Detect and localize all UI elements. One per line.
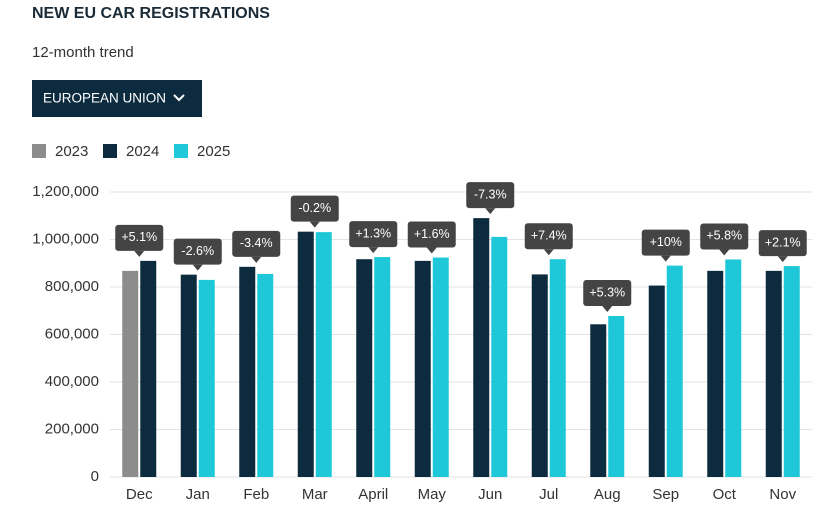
bar [432,257,449,477]
bar [783,266,800,477]
change-pointer [192,264,203,271]
bar [531,274,548,477]
change-label: +1.6% [414,227,450,241]
bar [297,231,314,477]
change-label: +2.1% [765,235,801,249]
legend-swatch [174,144,188,158]
y-tick-label: 200,000 [45,420,99,437]
change-bubble [641,229,690,256]
bar [590,324,607,477]
bar [257,273,274,477]
change-bubble [466,182,515,209]
x-tick-label: Feb [243,486,269,503]
y-tick-label: 800,000 [45,278,99,295]
change-bubble [115,224,164,251]
change-label: +5.3% [589,285,625,299]
bar [473,218,490,477]
x-tick-label: Jun [478,486,502,503]
change-pointer [134,250,145,257]
change-bubble [758,230,807,257]
change-pointer [719,249,730,256]
change-label: -7.3% [474,187,507,201]
bar [414,260,431,477]
change-label: +5.1% [121,230,157,244]
x-tick-label: Dec [126,486,153,503]
y-tick-label: 400,000 [45,373,99,390]
y-tick-label: 1,200,000 [32,183,99,200]
change-label: +7.4% [531,229,567,243]
change-bubble [583,279,632,306]
change-label: -2.6% [181,244,214,258]
chart-subtitle: 12-month trend [32,44,134,61]
bar [374,257,391,477]
bar [140,260,157,477]
change-pointer [251,256,262,263]
dropdown-box[interactable] [32,80,202,117]
dropdown-label[interactable]: EUROPEAN UNION [43,91,166,106]
bar [356,259,373,477]
y-tick-label: 0 [91,468,99,485]
legend-label: 2025 [197,143,230,160]
change-pointer [485,208,496,215]
bar [122,270,139,477]
y-tick-label: 600,000 [45,325,99,342]
x-tick-label: April [358,486,388,503]
x-tick-label: Jan [186,486,210,503]
bar [198,279,215,477]
x-tick-label: Oct [713,486,737,503]
change-pointer [777,256,788,263]
bar [725,259,742,477]
bar [765,270,782,477]
legend-swatch [103,144,117,158]
change-bubble [173,238,222,265]
legend-swatch [32,144,46,158]
y-tick-label: 1,000,000 [32,230,99,247]
x-tick-label: Mar [302,486,328,503]
change-bubble [700,223,749,250]
change-label: +5.8% [706,229,742,243]
change-pointer [660,255,671,262]
bar [707,270,724,477]
dropdown[interactable]: EUROPEAN UNION [32,80,202,117]
bar [239,266,256,477]
x-tick-label: Aug [594,486,621,503]
chevron[interactable] [173,94,185,102]
bar [491,236,508,477]
change-label: +10% [650,235,682,249]
legend-label: 2023 [55,143,88,160]
change-label: -3.4% [240,236,273,250]
bar [549,259,566,477]
change-pointer [309,221,320,228]
x-tick-label: Jul [539,486,558,503]
bar [666,265,683,477]
bar [608,315,625,477]
bar [180,274,197,477]
change-bubble [349,221,398,248]
change-bubble [232,230,281,257]
change-pointer [368,247,379,254]
change-pointer [426,247,437,254]
change-label: -0.2% [298,201,331,215]
change-bubble [524,223,573,250]
change-label: +1.3% [355,226,391,240]
bar [315,232,332,477]
change-pointer [543,249,554,256]
x-tick-label: May [418,486,447,503]
change-bubble [407,221,456,248]
chart-title: NEW EU CAR REGISTRATIONS [32,5,270,22]
change-pointer [602,305,613,312]
x-tick-label: Sep [652,486,679,503]
x-tick-label: Nov [769,486,796,503]
bar [648,285,665,477]
legend-label: 2024 [126,143,159,160]
change-bubble [290,195,339,222]
